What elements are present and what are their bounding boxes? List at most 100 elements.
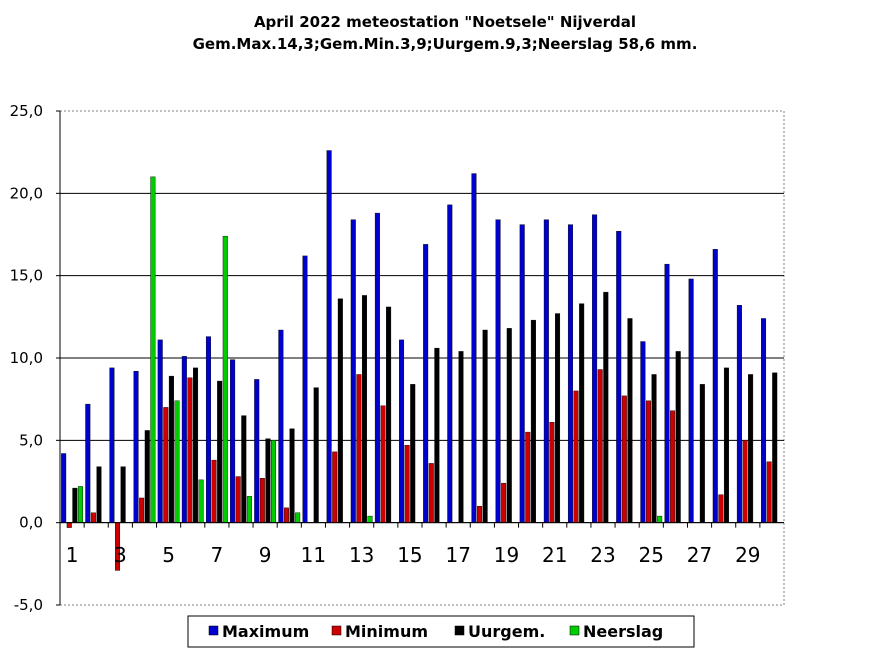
bars xyxy=(61,150,778,571)
x-tick-label: 1 xyxy=(66,543,79,567)
bar-maximum-day-10 xyxy=(278,329,284,523)
bar-maximum-day-27 xyxy=(688,278,694,523)
bar-uurgem-day-20 xyxy=(530,319,536,523)
bar-maximum-day-4 xyxy=(133,370,139,523)
bar-uurgem-day-3 xyxy=(120,466,126,523)
bar-uurgem-day-19 xyxy=(506,328,512,523)
bar-neerslag-day-9 xyxy=(271,440,277,523)
bar-maximum-day-28 xyxy=(712,249,718,523)
y-axis-ticks: 25,0 20,0 15,0 10,0 5,0 0,0 -5,0 xyxy=(10,102,61,614)
bar-minimum-day-29 xyxy=(742,440,748,523)
x-axis-ticks: 1 3 5 7 9 11 13 15 17 19 21 23 25 27 29 xyxy=(59,522,784,567)
bar-minimum-day-12 xyxy=(332,451,338,523)
bar-uurgem-day-1 xyxy=(72,487,78,523)
bar-neerslag-day-7 xyxy=(222,235,228,523)
y-tick-label: 20,0 xyxy=(10,184,43,202)
x-tick-label: 21 xyxy=(542,543,567,567)
bar-minimum-day-28 xyxy=(718,494,724,523)
x-tick-label: 17 xyxy=(445,543,470,567)
bar-maximum-day-13 xyxy=(350,219,356,523)
y-tick-label: 25,0 xyxy=(10,102,43,120)
bar-neerslag-day-10 xyxy=(295,512,301,523)
x-tick-label: 9 xyxy=(259,543,272,567)
bar-neerslag-day-1 xyxy=(77,486,83,523)
bar-minimum-day-21 xyxy=(549,422,555,523)
bar-maximum-day-12 xyxy=(326,150,332,523)
chart-title: April 2022 meteostation "Noetsele" Nijve… xyxy=(254,13,636,31)
bar-minimum-day-8 xyxy=(235,476,241,523)
bar-minimum-day-4 xyxy=(139,497,145,523)
bar-neerslag-day-25 xyxy=(657,515,663,523)
bar-maximum-day-11 xyxy=(302,255,308,523)
bar-uurgem-day-10 xyxy=(289,428,295,523)
bar-minimum-day-26 xyxy=(670,410,676,523)
bar-uurgem-day-21 xyxy=(555,313,561,523)
bar-neerslag-day-6 xyxy=(198,479,204,523)
bar-uurgem-day-13 xyxy=(361,295,367,523)
legend-swatch-maximum xyxy=(208,625,219,636)
y-tick-label: 15,0 xyxy=(10,267,43,285)
bar-maximum-day-22 xyxy=(567,224,573,523)
bar-uurgem-day-23 xyxy=(603,291,609,523)
legend: Maximum Minimum Uurgem. Neerslag xyxy=(187,615,695,648)
bar-neerslag-day-8 xyxy=(246,496,252,523)
bar-minimum-day-16 xyxy=(428,463,434,523)
bar-maximum-day-18 xyxy=(471,173,477,523)
bar-maximum-day-26 xyxy=(664,263,670,523)
bar-uurgem-day-22 xyxy=(579,303,585,523)
x-tick-label: 7 xyxy=(210,543,223,567)
bar-uurgem-day-25 xyxy=(651,374,657,523)
legend-swatch-uurgem xyxy=(454,625,465,636)
bar-minimum-day-14 xyxy=(380,405,386,523)
bar-maximum-day-19 xyxy=(495,219,501,523)
y-tick-label: 10,0 xyxy=(10,349,43,367)
bar-uurgem-day-14 xyxy=(386,306,392,523)
x-tick-label: 19 xyxy=(494,543,519,567)
x-tick-label: 13 xyxy=(349,543,374,567)
bar-maximum-day-14 xyxy=(374,212,380,523)
bar-uurgem-day-26 xyxy=(675,351,681,523)
bar-maximum-day-23 xyxy=(592,214,598,523)
x-tick-label: 11 xyxy=(301,543,326,567)
bar-minimum-day-15 xyxy=(404,445,410,523)
bar-uurgem-day-15 xyxy=(410,384,416,523)
bar-maximum-day-6 xyxy=(181,356,187,523)
x-tick-label: 23 xyxy=(590,543,615,567)
bar-minimum-day-18 xyxy=(477,506,483,523)
bar-maximum-day-25 xyxy=(640,341,646,523)
x-tick-label: 3 xyxy=(114,543,127,567)
bar-uurgem-day-4 xyxy=(144,430,150,523)
bar-uurgem-day-29 xyxy=(748,374,754,523)
chart-subtitle: Gem.Max.14,3;Gem.Min.3,9;Uurgem.9,3;Neer… xyxy=(193,35,698,53)
bar-maximum-day-24 xyxy=(616,231,622,523)
bar-minimum-day-5 xyxy=(163,407,169,523)
legend-label-uurgem: Uurgem. xyxy=(468,622,545,641)
bar-maximum-day-8 xyxy=(230,359,236,523)
bar-uurgem-day-27 xyxy=(699,384,705,523)
bar-uurgem-day-8 xyxy=(241,415,247,523)
bar-uurgem-day-28 xyxy=(723,367,729,523)
bar-minimum-day-9 xyxy=(259,478,265,523)
legend-swatch-minimum xyxy=(331,625,342,636)
x-tick-label: 5 xyxy=(162,543,175,567)
bar-maximum-day-30 xyxy=(761,318,767,523)
legend-box xyxy=(187,615,695,648)
bar-minimum-day-25 xyxy=(645,400,651,523)
bar-maximum-day-20 xyxy=(519,224,525,523)
bar-maximum-day-17 xyxy=(447,204,453,523)
bar-minimum-day-20 xyxy=(525,431,531,523)
bar-uurgem-day-17 xyxy=(458,351,464,523)
bar-maximum-day-16 xyxy=(423,244,429,523)
bar-uurgem-day-12 xyxy=(337,298,343,523)
bar-uurgem-day-30 xyxy=(772,372,778,523)
bar-maximum-day-21 xyxy=(543,219,549,523)
legend-label-minimum: Minimum xyxy=(345,622,428,641)
bar-maximum-day-7 xyxy=(205,336,211,523)
bar-minimum-day-30 xyxy=(766,461,772,523)
bar-uurgem-day-5 xyxy=(168,375,174,523)
x-tick-label: 25 xyxy=(639,543,664,567)
bar-minimum-day-7 xyxy=(211,459,217,523)
bar-maximum-day-15 xyxy=(399,339,405,523)
bar-minimum-day-22 xyxy=(573,390,579,523)
